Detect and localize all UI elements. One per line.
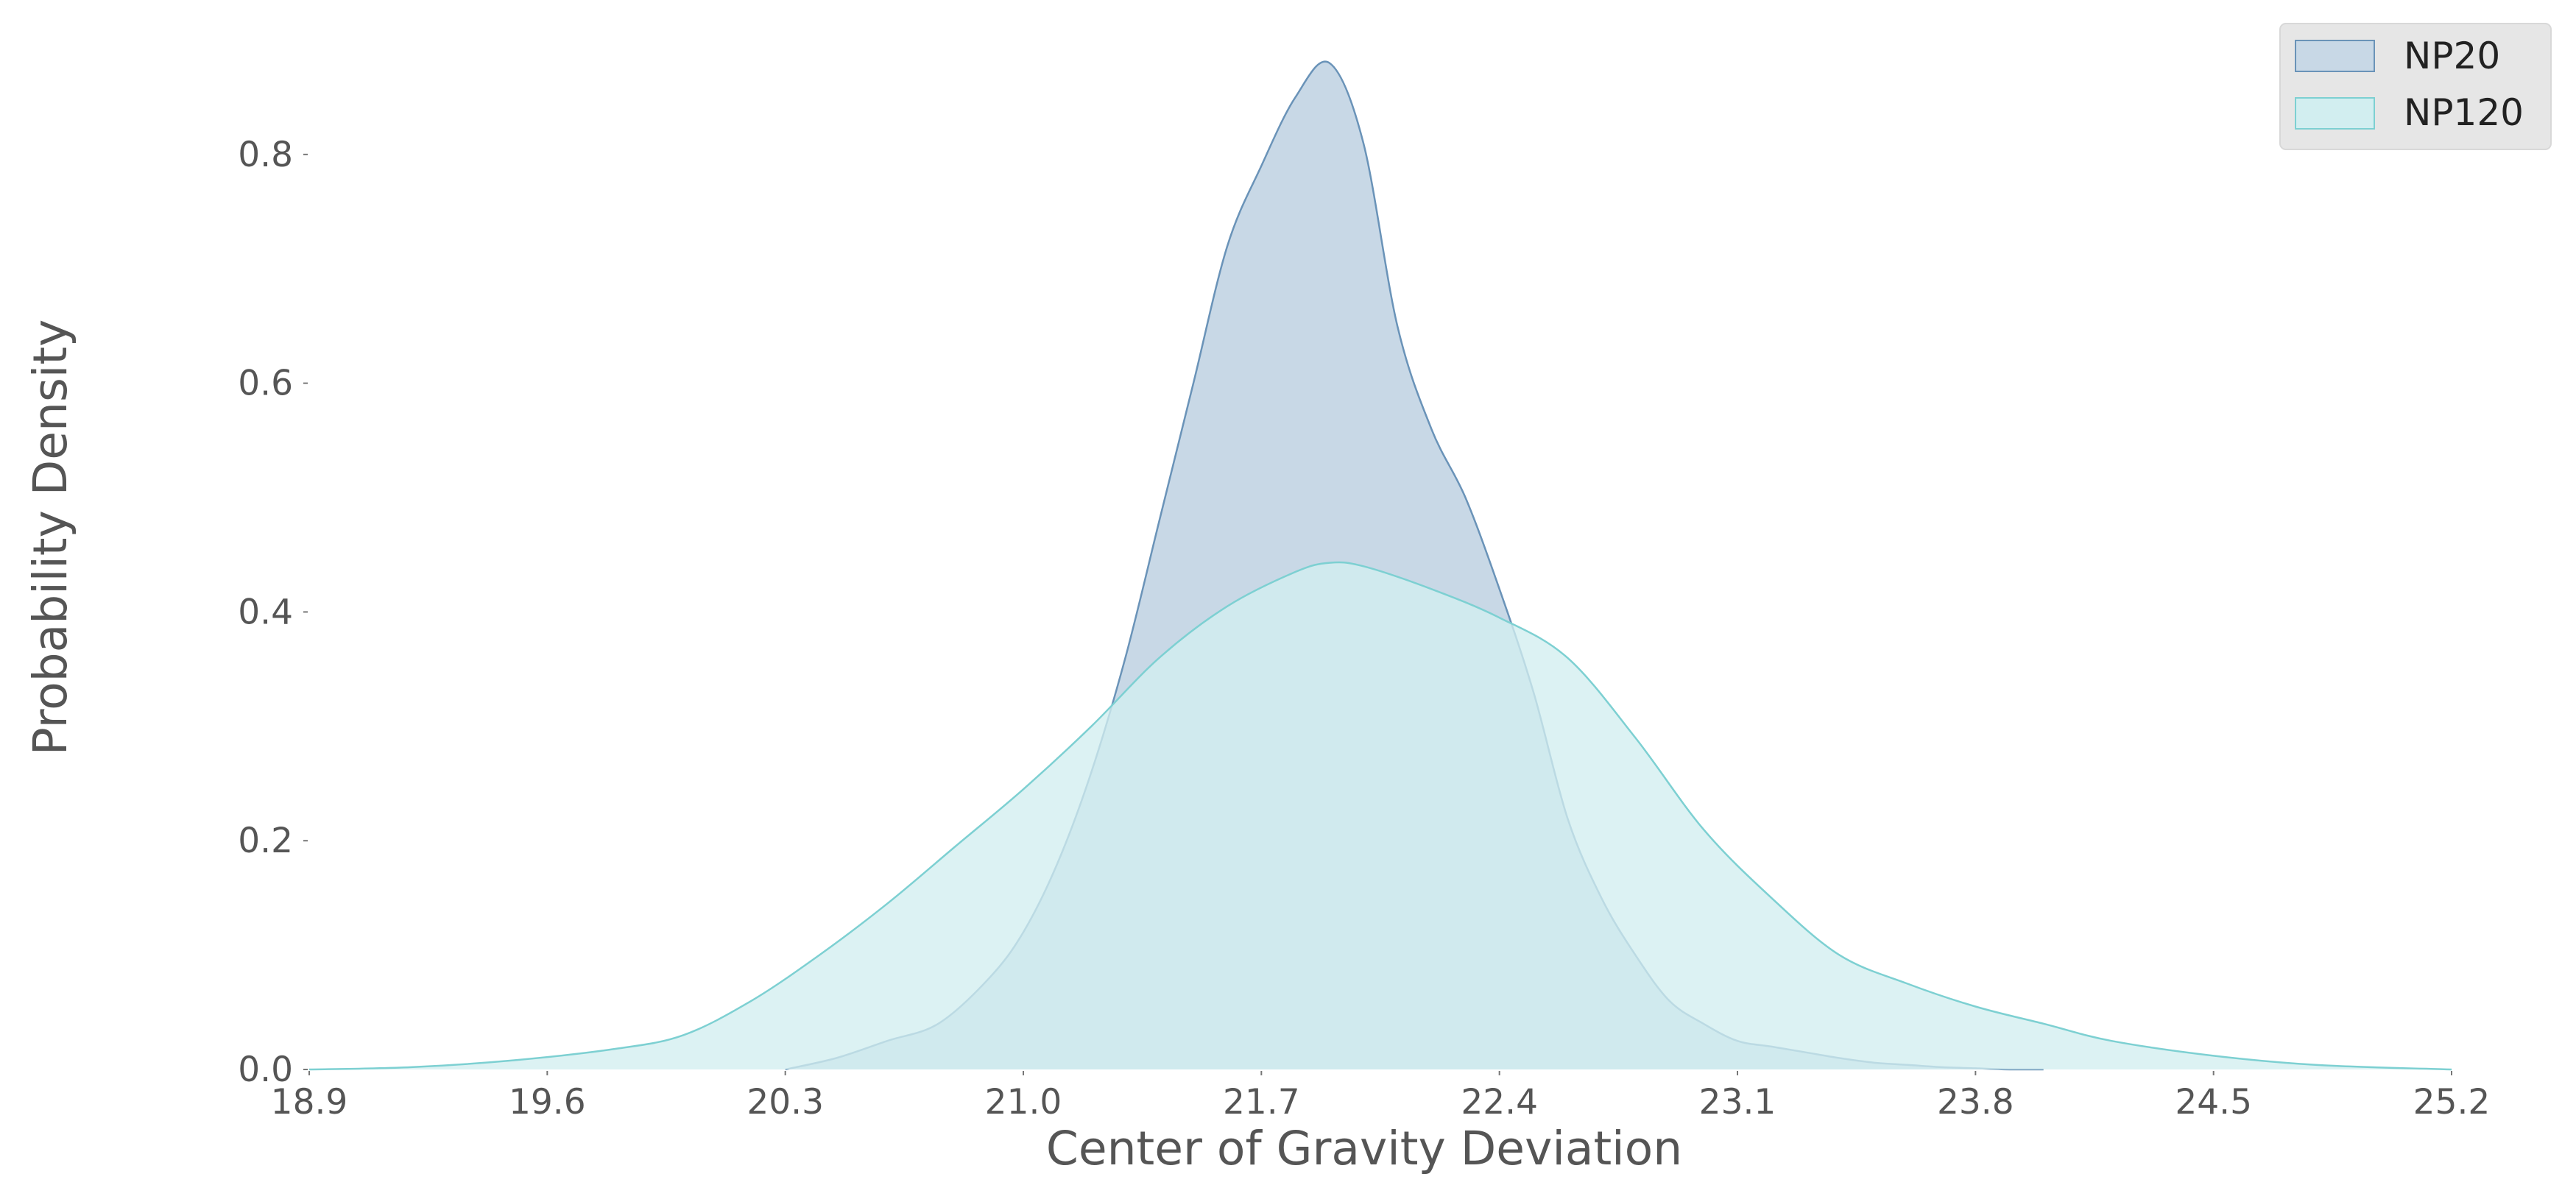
y-tick-label: 0.2 [238, 821, 293, 861]
legend-label-np20: NP20 [2404, 35, 2500, 77]
y-tick-label: 0.8 [238, 135, 293, 175]
x-axis: 18.9 19.6 20.3 21.0 21.7 22.4 23.1 23.8 24.5 25.2 [271, 1071, 2491, 1122]
x-tick-label: 18.9 [271, 1082, 348, 1122]
x-tick-label: 21.7 [1223, 1082, 1300, 1122]
x-tick-label: 23.1 [1699, 1082, 1776, 1122]
y-tick-label: 0.0 [238, 1050, 293, 1090]
legend-swatch-np120 [2295, 97, 2375, 130]
series-layer [308, 60, 2452, 1071]
y-axis: 0.0 0.2 0.4 0.6 0.8 [238, 135, 308, 1090]
x-tick-label: 19.6 [509, 1082, 586, 1122]
x-tick-label: 23.8 [1937, 1082, 2014, 1122]
x-axis-label: Center of Gravity Deviation [1046, 1122, 1682, 1175]
x-tick-label: 20.3 [747, 1082, 824, 1122]
legend-label-np120: NP120 [2404, 91, 2524, 134]
x-tick-label: 21.0 [985, 1082, 1062, 1122]
x-tick-label: 24.5 [2175, 1082, 2252, 1122]
legend: NP20 NP120 [2279, 23, 2552, 150]
x-tick-label: 22.4 [1461, 1082, 1538, 1122]
x-tick-label: 25.2 [2413, 1082, 2491, 1122]
y-tick-label: 0.4 [238, 592, 293, 632]
y-tick-label: 0.6 [238, 364, 293, 404]
series-area-np120 [309, 562, 2452, 1069]
y-axis-label: Probability Density [24, 319, 77, 756]
series-line-np120 [308, 561, 2452, 1071]
legend-swatch-np20 [2295, 40, 2375, 72]
